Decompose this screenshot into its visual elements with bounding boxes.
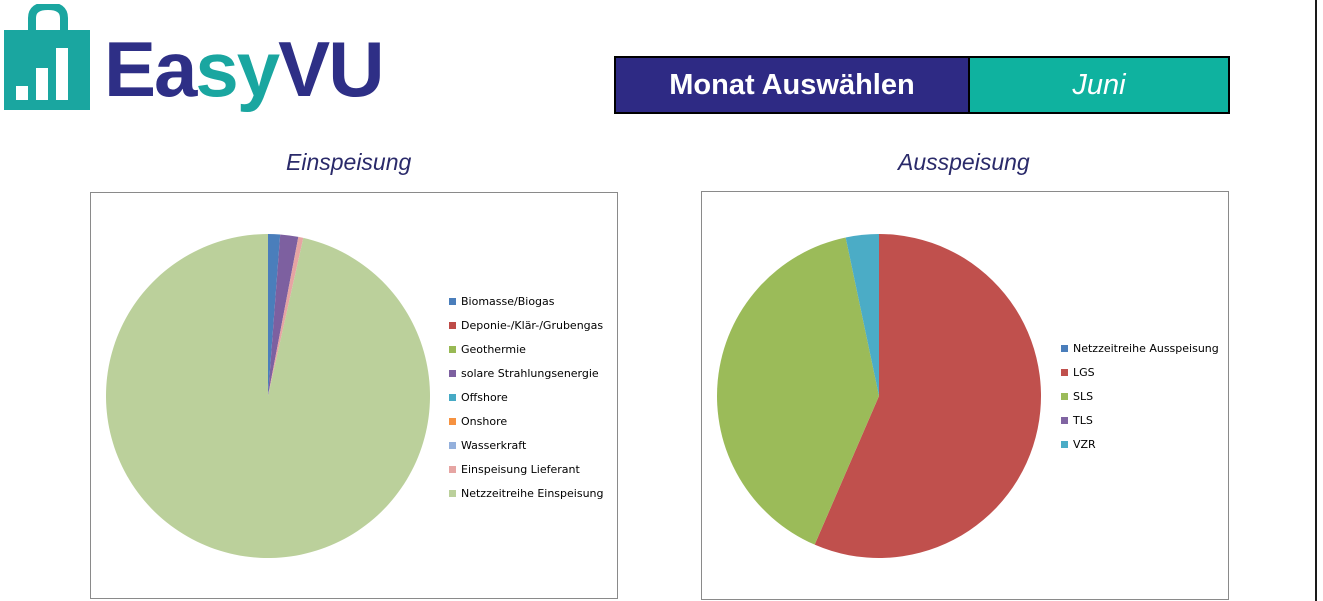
pie-slice-lgs bbox=[814, 234, 1041, 558]
legend-swatch bbox=[449, 489, 456, 497]
legend-item: Netzzeitreihe Einspeisung bbox=[449, 481, 604, 505]
legend-swatch bbox=[1061, 368, 1068, 376]
legend-label: Onshore bbox=[461, 414, 508, 428]
chart-frame-einspeisung: Biomasse/Biogas Deponie-/Klär-/Grubengas G… bbox=[90, 192, 618, 599]
shopping-bag-chart-icon bbox=[4, 1, 90, 110]
logo-text: EasyVU bbox=[104, 25, 385, 113]
legend-label: Einspeisung Lieferant bbox=[461, 462, 580, 476]
pie-slice-sls bbox=[717, 237, 879, 545]
legend-swatch bbox=[1061, 416, 1068, 424]
legend-item: TLS bbox=[1061, 408, 1219, 432]
month-selector: Monat Auswählen Juni bbox=[614, 56, 1230, 114]
legend-swatch bbox=[449, 441, 456, 449]
legend-swatch bbox=[449, 393, 456, 401]
legend-item: Offshore bbox=[449, 385, 604, 409]
legend-swatch bbox=[449, 345, 456, 353]
legend-swatch bbox=[449, 465, 456, 473]
legend-item: Biomasse/Biogas bbox=[449, 289, 604, 313]
legend-swatch bbox=[1061, 392, 1068, 400]
legend-einspeisung: Biomasse/Biogas Deponie-/Klär-/Grubengas G… bbox=[449, 289, 604, 505]
legend-swatch bbox=[1061, 440, 1068, 448]
chart-title-einspeisung: Einspeisung bbox=[286, 149, 412, 175]
easyvu-logo: EasyVU bbox=[4, 1, 385, 116]
legend-item: Netzzeitreihe Ausspeisung bbox=[1061, 336, 1219, 360]
legend-label: Deponie-/Klär-/Grubengas bbox=[461, 318, 604, 332]
legend-label: VZR bbox=[1073, 437, 1096, 451]
legend-label: Netzzeitreihe Ausspeisung bbox=[1073, 341, 1219, 355]
legend-label: Geothermie bbox=[461, 342, 526, 356]
legend-item: solare Strahlungsenergie bbox=[449, 361, 604, 385]
legend-item: Deponie-/Klär-/Grubengas bbox=[449, 313, 604, 337]
pie-slice-solare-strahlungsenergie bbox=[268, 234, 299, 396]
legend-item: SLS bbox=[1061, 384, 1219, 408]
legend-label: Wasserkraft bbox=[461, 438, 527, 452]
month-selector-value[interactable]: Juni bbox=[970, 58, 1228, 112]
legend-swatch bbox=[449, 321, 456, 329]
legend-label: solare Strahlungsenergie bbox=[461, 366, 599, 380]
pie-slice-netzzeitreihe-einspeisung bbox=[105, 234, 430, 558]
legend-swatch bbox=[449, 297, 456, 305]
legend-swatch bbox=[1061, 344, 1068, 352]
pie-chart-ausspeisung bbox=[717, 234, 1041, 558]
pie-slice-vzr bbox=[845, 234, 879, 396]
legend-item: Einspeisung Lieferant bbox=[449, 457, 604, 481]
window-edge bbox=[1315, 0, 1317, 601]
legend-item: Wasserkraft bbox=[449, 433, 604, 457]
legend-ausspeisung: Netzzeitreihe Ausspeisung LGS SLS TLS VZR bbox=[1061, 336, 1219, 456]
pie-slice-biomasse-biogas bbox=[268, 234, 281, 396]
legend-label: Netzzeitreihe Einspeisung bbox=[461, 486, 604, 500]
legend-item: Onshore bbox=[449, 409, 604, 433]
pie-slice-einspeisung-lieferant bbox=[268, 236, 304, 396]
chart-title-ausspeisung: Ausspeisung bbox=[898, 149, 1030, 175]
month-selector-label: Monat Auswählen bbox=[616, 58, 970, 112]
legend-item: LGS bbox=[1061, 360, 1219, 384]
legend-swatch bbox=[449, 369, 456, 377]
legend-label: LGS bbox=[1073, 365, 1095, 379]
chart-frame-ausspeisung: Netzzeitreihe Ausspeisung LGS SLS TLS VZR bbox=[701, 191, 1229, 600]
legend-label: SLS bbox=[1073, 389, 1094, 403]
legend-item: VZR bbox=[1061, 432, 1219, 456]
legend-label: Offshore bbox=[461, 390, 508, 404]
legend-label: TLS bbox=[1073, 413, 1093, 427]
legend-swatch bbox=[449, 417, 456, 425]
legend-label: Biomasse/Biogas bbox=[461, 294, 555, 308]
pie-chart-einspeisung bbox=[105, 234, 430, 558]
legend-item: Geothermie bbox=[449, 337, 604, 361]
